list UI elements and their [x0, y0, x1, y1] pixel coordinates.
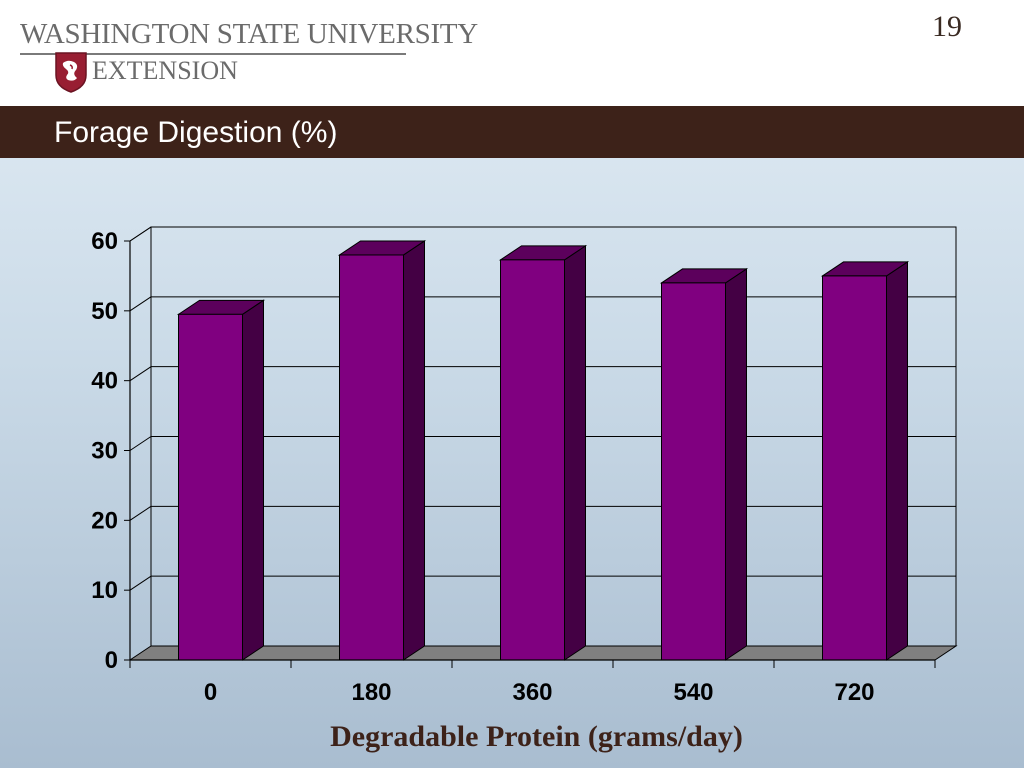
gridline-depth [129, 226, 152, 242]
wsu-extension-logo: WASHINGTON STATE UNIVERSITY EXTENSION [20, 18, 478, 102]
bar [659, 267, 749, 661]
bar-side [242, 299, 264, 661]
bar-front [822, 275, 887, 661]
extension-label: EXTENSION [92, 56, 238, 85]
chart-bars [176, 240, 910, 661]
y-tick-label: 40 [91, 368, 118, 395]
bar-side [886, 260, 908, 661]
chart-axes [124, 240, 936, 668]
x-tick-label: 0 [204, 679, 217, 706]
slide-number: 19 [932, 10, 962, 43]
gridline-depth [129, 505, 152, 521]
gridline-depth [129, 366, 152, 382]
x-tick-label: 720 [834, 679, 874, 706]
bar-front [339, 254, 404, 661]
title-bar: Forage Digestion (%) [0, 106, 1024, 158]
x-tick-label: 360 [512, 679, 552, 706]
y-tick-label: 60 [91, 228, 118, 255]
bar [820, 260, 910, 661]
x-axis-title: Degradable Protein (grams/day) [330, 720, 743, 753]
gridline-depth [129, 296, 152, 312]
gridline-depth [129, 436, 152, 451]
chart-labels: 0 10 20 30 40 50 60 0 180 360 540 720 Degradable Pro… [91, 228, 874, 753]
bar-side [403, 240, 425, 661]
bar-front [661, 282, 726, 661]
y-tick-label: 20 [91, 507, 118, 534]
logo-divider [20, 53, 406, 55]
y-tick-label: 50 [91, 298, 118, 325]
bar-front [178, 313, 243, 661]
cougar-shield-icon [55, 52, 87, 93]
bar [176, 299, 266, 661]
x-tick-label: 540 [673, 679, 713, 706]
y-tick-label: 10 [91, 577, 118, 604]
bar-side [725, 267, 747, 661]
slide-title: Forage Digestion (%) [54, 116, 338, 149]
university-name: WASHINGTON STATE UNIVERSITY [20, 18, 478, 50]
bar [337, 240, 427, 661]
slide-header: WASHINGTON STATE UNIVERSITY EXTENSION 19 [0, 0, 1024, 106]
y-tick-label: 0 [105, 647, 118, 674]
y-tick-label: 30 [91, 438, 118, 465]
gridline-depth [129, 575, 152, 591]
x-tick-label: 180 [351, 679, 391, 706]
bar-front [500, 259, 565, 661]
bar-side [564, 244, 586, 661]
bar [498, 244, 588, 661]
